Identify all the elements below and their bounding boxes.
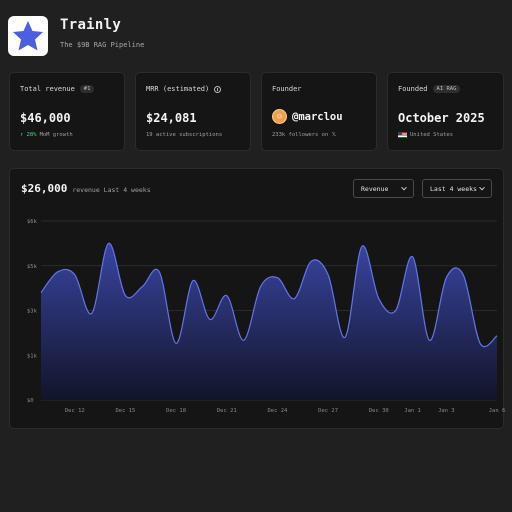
avatar: ☺: [272, 109, 287, 124]
y-tick-label: $6k: [27, 219, 38, 225]
app-name: Trainly: [60, 17, 122, 33]
x-tick-label: Dec 12: [65, 408, 85, 414]
metric-select[interactable]: Revenue: [353, 179, 414, 198]
y-tick-label: $3k: [27, 309, 38, 315]
x-tick-label: Dec 24: [268, 408, 289, 414]
subscriptions-count: 19 active subscriptions: [146, 132, 223, 138]
total-revenue-value: $46,000: [20, 111, 71, 125]
app-tagline: The $9B RAG Pipeline: [60, 41, 145, 49]
chevron-down-icon: [401, 184, 407, 190]
founded-card: Founded AI RAG October 2025 United State…: [387, 72, 504, 151]
y-tick-label: $1k: [27, 353, 38, 359]
total-revenue-card: Total revenue #1 $46,000 ↑ 28% MoM growt…: [9, 72, 125, 151]
x-tick-label: Jan 1: [404, 408, 421, 414]
revenue-chart-card: $0 $1k $3k $5k $6k Dec 12 Dec 15 Dec 18 Dec 21 De…: [9, 168, 505, 429]
star-icon: [13, 21, 43, 51]
mrr-card: MRR (estimated) $24,081 19 active subscr…: [135, 72, 251, 151]
chevron-down-icon: [479, 184, 485, 190]
range-select[interactable]: Last 4 weeks: [422, 179, 492, 198]
range-select-value: Last 4 weeks: [430, 184, 477, 193]
revenue-chart: $0 $1k $3k $5k $6k Dec 12 Dec 15 Dec 18 Dec 21 De…: [27, 219, 505, 414]
app-logo: [8, 16, 48, 56]
x-tick-label: Dec 27: [318, 408, 338, 414]
us-flag-icon: [398, 132, 407, 138]
card-label: Founded: [398, 85, 428, 93]
y-tick-label: $0: [27, 398, 34, 404]
x-tick-label: Jan 6: [489, 408, 505, 414]
founded-date: October 2025: [398, 111, 485, 125]
revenue-line: [40, 242, 498, 348]
x-tick-label: Jan 3: [438, 408, 455, 414]
chart-total: $26,000: [21, 182, 68, 195]
x-tick-label: Dec 18: [166, 408, 186, 414]
category-badge[interactable]: AI RAG: [432, 85, 461, 93]
founder-handle[interactable]: @marclou: [292, 110, 343, 123]
growth-value: ↑ 28%: [20, 132, 37, 138]
growth-suffix: MoM growth: [39, 132, 73, 138]
x-tick-label: Dec 21: [217, 408, 237, 414]
x-tick-label: Dec 15: [116, 408, 136, 414]
card-label: Founder: [272, 85, 302, 93]
followers-count: 233k followers on 𝕏: [272, 132, 337, 138]
metric-select-value: Revenue: [361, 184, 389, 193]
revenue-area: [41, 243, 497, 400]
card-label: Total revenue: [20, 85, 75, 93]
y-tick-label: $5k: [27, 264, 38, 270]
info-icon[interactable]: [214, 85, 222, 93]
rank-badge: #1: [79, 85, 95, 93]
mrr-value: $24,081: [146, 111, 197, 125]
x-tick-label: Dec 30: [369, 408, 389, 414]
founder-card[interactable]: Founder ☺ @marclou 233k followers on 𝕏: [261, 72, 377, 151]
card-label: MRR (estimated): [146, 85, 210, 93]
chart-caption: revenue Last 4 weeks: [72, 186, 151, 194]
country: United States: [410, 132, 454, 138]
